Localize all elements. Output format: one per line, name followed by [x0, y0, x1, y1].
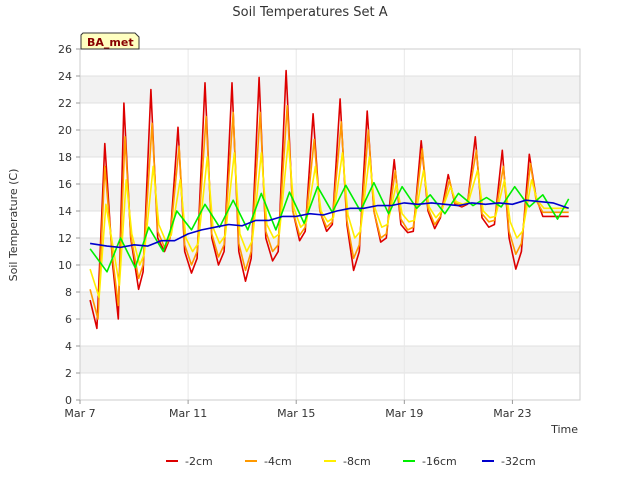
series-line-minus-8cm — [89, 140, 569, 299]
y-tick-label: 24 — [58, 70, 72, 83]
x-tick-label: Mar 7 — [64, 407, 95, 420]
y-tick-label: 20 — [58, 124, 72, 137]
series-line-minus-32cm — [89, 199, 569, 249]
y-tick-label: 18 — [58, 151, 72, 164]
y-tick-label: 10 — [58, 259, 72, 272]
chart-title: Soil Temperatures Set A — [232, 5, 387, 20]
grid-band — [80, 346, 580, 373]
legend-label: -8cm — [343, 455, 371, 468]
y-tick-label: 2 — [65, 367, 72, 380]
grid-band — [80, 76, 580, 103]
y-tick-label: 4 — [65, 340, 72, 353]
y-tick-label: 6 — [65, 313, 72, 326]
x-tick-label: Mar 23 — [493, 407, 531, 420]
grid-band — [80, 238, 580, 265]
legend-item: -32cm — [482, 455, 536, 468]
legend-label: -16cm — [422, 455, 457, 468]
legend-item: -4cm — [245, 455, 292, 468]
y-tick-label: 0 — [65, 394, 72, 407]
y-tick-label: 16 — [58, 178, 72, 191]
legend-item: -16cm — [403, 455, 457, 468]
y-tick-label: 22 — [58, 97, 72, 110]
legend-item: -2cm — [166, 455, 213, 468]
legend-label: -2cm — [185, 455, 213, 468]
legend-item: -8cm — [324, 455, 371, 468]
x-tick-label: Mar 11 — [169, 407, 207, 420]
series-line-minus-4cm — [89, 104, 569, 320]
y-axis-label: Soil Temperature (C) — [7, 169, 20, 282]
legend-label: -4cm — [264, 455, 292, 468]
x-tick-label: Mar 19 — [385, 407, 423, 420]
grid-band — [80, 292, 580, 319]
grid-band — [80, 130, 580, 157]
x-tick-label: Mar 15 — [277, 407, 315, 420]
x-axis-label: Time — [550, 423, 578, 436]
legend: -2cm -4cm -8cm -16cm -32cm — [166, 455, 536, 468]
y-tick-label: 14 — [58, 205, 72, 218]
y-tick-label: 8 — [65, 286, 72, 299]
y-tick-label: 26 — [58, 43, 72, 56]
site-label: BA_met — [87, 36, 134, 49]
y-tick-label: 12 — [58, 232, 72, 245]
plot-frame — [79, 48, 581, 401]
site-label-box: BA_met — [80, 32, 140, 50]
legend-label: -32cm — [501, 455, 536, 468]
